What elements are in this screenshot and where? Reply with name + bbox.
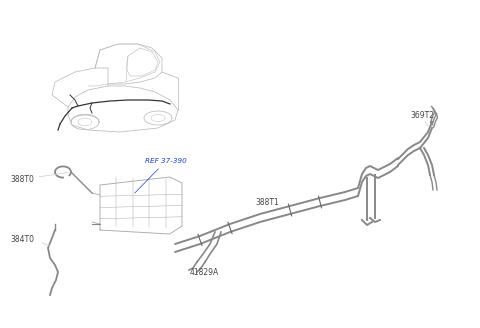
Text: 388T0: 388T0 (10, 173, 68, 184)
Text: 384T0: 384T0 (10, 235, 34, 244)
Text: REF 37-390: REF 37-390 (135, 158, 187, 193)
Text: 369T2: 369T2 (410, 111, 434, 120)
Text: 41829A: 41829A (190, 268, 219, 277)
Text: 388T1: 388T1 (255, 198, 279, 207)
